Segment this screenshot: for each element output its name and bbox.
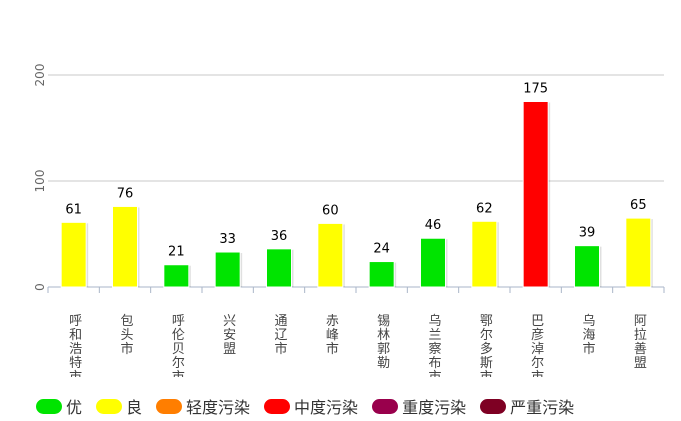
bar-value-label: 24 — [373, 242, 390, 257]
bar[interactable] — [420, 237, 446, 288]
x-tick-label: 阿拉善盟 — [634, 314, 647, 371]
legend-label: 重度污染 — [402, 398, 467, 417]
x-tick-label: 包头市 — [120, 314, 133, 357]
bar-value-label: 60 — [322, 203, 339, 218]
y-tick-label: 0 — [33, 283, 47, 291]
legend-label: 中度污染 — [294, 398, 359, 417]
bar[interactable] — [368, 261, 395, 288]
bar[interactable] — [317, 222, 344, 288]
bar[interactable] — [163, 264, 190, 288]
legend: 优 良 轻度污染 中度污染 重度污染 严重污染 — [36, 393, 588, 419]
y-tick-label: 100 — [33, 170, 47, 193]
bar-value-label: 62 — [476, 201, 493, 216]
x-tick-label: 乌海市 — [582, 313, 595, 357]
legend-label: 严重污染 — [510, 398, 575, 417]
x-tick-label: 赤峰市 — [326, 314, 339, 357]
legend-item[interactable]: 优 — [36, 394, 82, 418]
x-tick-label: 通辽市 — [274, 314, 287, 357]
y-tick-label: 200 — [33, 64, 47, 87]
x-tick-label: 巴彦淖尔市 — [531, 314, 544, 385]
bars: 61 76 21 33 36 60 24 46 62 175 39 65 — [60, 82, 653, 288]
bar-value-label: 175 — [523, 82, 548, 97]
bar[interactable] — [522, 101, 549, 288]
bar-value-label: 39 — [579, 226, 596, 241]
bar-value-label: 76 — [117, 186, 134, 201]
legend-item[interactable]: 严重污染 — [480, 394, 574, 418]
bar-value-label: 21 — [168, 245, 185, 260]
bar-value-label: 61 — [65, 202, 82, 217]
legend-swatch — [96, 398, 123, 414]
legend-label: 良 — [126, 398, 143, 417]
bar[interactable] — [574, 245, 600, 288]
x-tick-label: 锡林郭勒 — [377, 314, 390, 371]
gridlines — [48, 74, 664, 288]
bar[interactable] — [60, 221, 87, 288]
legend-item[interactable]: 中度污染 — [264, 394, 358, 418]
legend-label: 优 — [66, 398, 83, 417]
x-tick-label: 鄂尔多斯市 — [480, 314, 493, 385]
legend-label: 轻度污染 — [186, 398, 251, 417]
x-tick-label: 兴安盟 — [223, 314, 236, 357]
x-axis: 呼和浩特市 包头市 呼伦贝尔市 兴安盟 通辽市 赤峰市 锡林郭勒 乌兰察布市 鄂尔多斯市 巴彦淖尔… — [47, 287, 665, 385]
bar[interactable] — [471, 220, 498, 288]
bar-value-label: 65 — [630, 198, 647, 213]
bar[interactable] — [625, 217, 652, 288]
x-tick-label: 呼和浩特市 — [69, 314, 82, 385]
bar-value-label: 33 — [219, 232, 236, 247]
legend-swatch — [480, 398, 507, 414]
y-axis: 0 100 200 — [33, 64, 47, 291]
legend-item[interactable]: 良 — [96, 394, 142, 418]
bar-value-label: 36 — [271, 229, 288, 244]
legend-swatch — [36, 398, 62, 414]
x-tick-label: 呼伦贝尔市 — [172, 314, 185, 385]
legend-item[interactable]: 重度污染 — [372, 394, 466, 418]
bar[interactable] — [266, 248, 292, 288]
legend-item[interactable]: 轻度污染 — [156, 394, 250, 418]
x-tick-label: 乌兰察布市 — [428, 313, 441, 385]
legend-swatch — [156, 398, 183, 414]
bar[interactable] — [214, 251, 241, 288]
legend-swatch — [264, 398, 291, 414]
bar[interactable] — [112, 205, 138, 288]
bar-value-label: 46 — [425, 218, 442, 233]
legend-swatch — [372, 398, 399, 414]
